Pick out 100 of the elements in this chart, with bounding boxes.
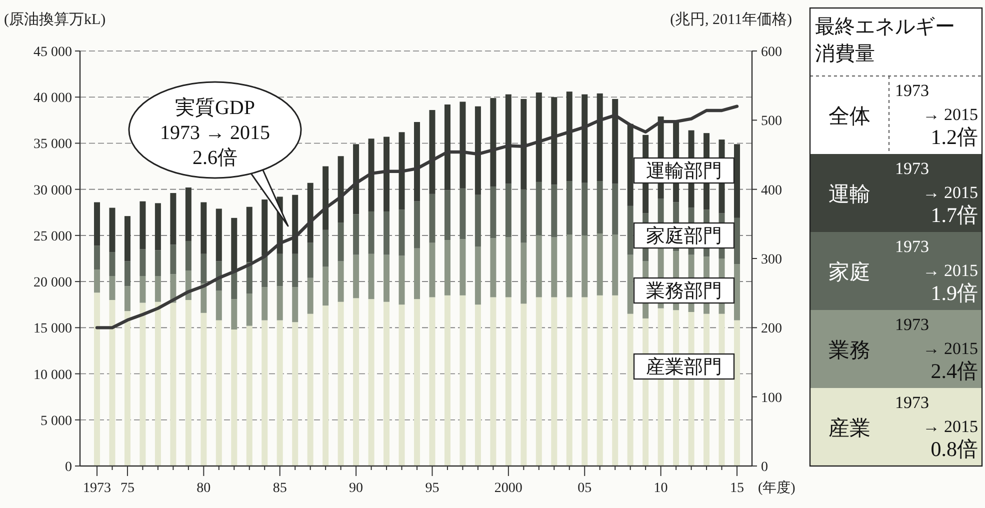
bar (414, 201, 420, 248)
series-label: 家庭部門 (646, 225, 722, 247)
bar (307, 278, 314, 314)
bar (627, 314, 634, 466)
bar (734, 320, 740, 466)
bar (170, 244, 176, 274)
bar (262, 199, 268, 256)
bar (444, 295, 450, 466)
bar (276, 254, 283, 286)
bar (582, 297, 588, 466)
y2-tick-label: 500 (761, 114, 782, 130)
x-axis-title: (年度) (758, 480, 796, 496)
bar (384, 254, 390, 302)
bar (582, 182, 588, 236)
bar (140, 302, 146, 466)
y2-axis-title: (兆円, 2011年価格) (670, 11, 792, 28)
bar (520, 189, 527, 243)
series-label: 業務部門 (646, 280, 722, 302)
bar (185, 187, 192, 241)
bar (353, 214, 360, 255)
y-tick-label: 5 000 (40, 414, 72, 429)
category-label: 家庭 (828, 260, 870, 284)
bar (276, 320, 283, 466)
bar (185, 240, 192, 270)
bar (154, 302, 161, 466)
bar (124, 216, 130, 262)
bar (596, 295, 603, 466)
y2-tick-label: 400 (761, 183, 782, 198)
bar (170, 302, 176, 466)
bar (474, 304, 481, 466)
bar (276, 286, 283, 320)
bar (216, 320, 222, 466)
text: 1973 → 2015 1.2倍 (895, 81, 978, 149)
bar (398, 256, 405, 305)
bar (566, 297, 572, 466)
bar (231, 218, 238, 270)
bar (429, 242, 436, 298)
bar (490, 238, 496, 298)
bar (307, 182, 314, 243)
bar (444, 240, 450, 296)
y-tick-label: 10 000 (34, 368, 72, 383)
bar (200, 254, 207, 284)
bar (551, 237, 558, 298)
y2-tick-label: 200 (761, 322, 782, 337)
bar (368, 138, 374, 212)
bar (322, 306, 329, 466)
bar (262, 256, 268, 288)
bar (307, 242, 314, 278)
bar (460, 295, 466, 466)
bar (384, 136, 390, 212)
text: 1973 → 2015 1.9倍 (895, 237, 978, 305)
y-tick-label: 35 000 (34, 137, 72, 152)
bar (429, 297, 436, 466)
bar (292, 194, 298, 254)
bar (505, 184, 512, 238)
bar (246, 326, 252, 466)
bar (384, 211, 390, 255)
bar (429, 194, 436, 243)
bar (338, 261, 344, 302)
bar (94, 202, 100, 246)
bar (551, 184, 558, 238)
bar (292, 287, 298, 322)
bar (246, 294, 252, 326)
bar (322, 230, 329, 267)
series-label: 産業部門 (646, 356, 722, 378)
x-tick-label: 15 (730, 481, 744, 496)
bar (368, 211, 374, 254)
bar (596, 234, 603, 296)
x-tick-label: 75 (120, 481, 134, 496)
bar (520, 242, 527, 304)
bar (353, 298, 360, 466)
bar (520, 304, 527, 466)
category-label: 産業 (828, 416, 870, 440)
bar (231, 299, 238, 330)
x-tick-label: 2000 (494, 481, 522, 496)
bar (94, 246, 100, 270)
bar (307, 314, 314, 466)
bar (734, 264, 740, 320)
bar (353, 254, 360, 298)
bar (566, 181, 572, 235)
x-tick-label: 85 (272, 481, 287, 496)
y-tick-label: 30 000 (34, 183, 72, 198)
y2-tick-label: 600 (761, 45, 782, 60)
y-tick-label: 20 000 (34, 276, 72, 291)
bar (582, 235, 588, 298)
bar (627, 206, 634, 255)
bar (460, 188, 466, 240)
bar (140, 249, 146, 276)
x-tick-label: 80 (196, 481, 211, 496)
bar (505, 237, 512, 298)
category-label: 業務 (828, 338, 870, 362)
bar (596, 181, 603, 234)
y-tick-label: 15 000 (34, 322, 72, 337)
bar (154, 250, 161, 276)
bar (246, 206, 252, 262)
bar (292, 322, 298, 466)
bar (124, 286, 130, 312)
x-tick-label: 1973 (83, 481, 111, 496)
y2-tick-label: 100 (761, 390, 782, 406)
x-tick-label: 10 (654, 481, 668, 496)
